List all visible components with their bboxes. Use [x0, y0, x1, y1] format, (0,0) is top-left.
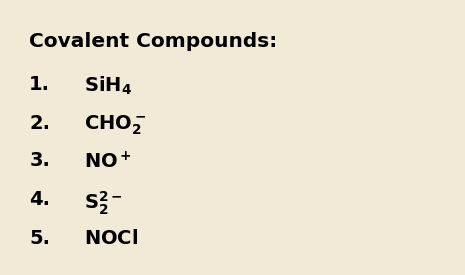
Text: 1.: 1.: [29, 75, 50, 94]
Text: $\mathbf{NO^+}$: $\mathbf{NO^+}$: [84, 151, 132, 172]
Text: 4.: 4.: [29, 189, 50, 208]
Text: 3.: 3.: [29, 151, 50, 170]
Text: 2.: 2.: [29, 114, 50, 133]
Text: $\mathbf{S_2^{2-}}$: $\mathbf{S_2^{2-}}$: [84, 189, 122, 217]
Text: $\mathbf{SiH_4}$: $\mathbf{SiH_4}$: [84, 75, 132, 97]
Text: $\mathbf{CHO_2^-}$: $\mathbf{CHO_2^-}$: [84, 114, 146, 137]
Text: Covalent Compounds:: Covalent Compounds:: [29, 32, 278, 51]
Text: 5.: 5.: [29, 230, 50, 249]
Text: $\mathbf{NOCl}$: $\mathbf{NOCl}$: [84, 230, 138, 249]
